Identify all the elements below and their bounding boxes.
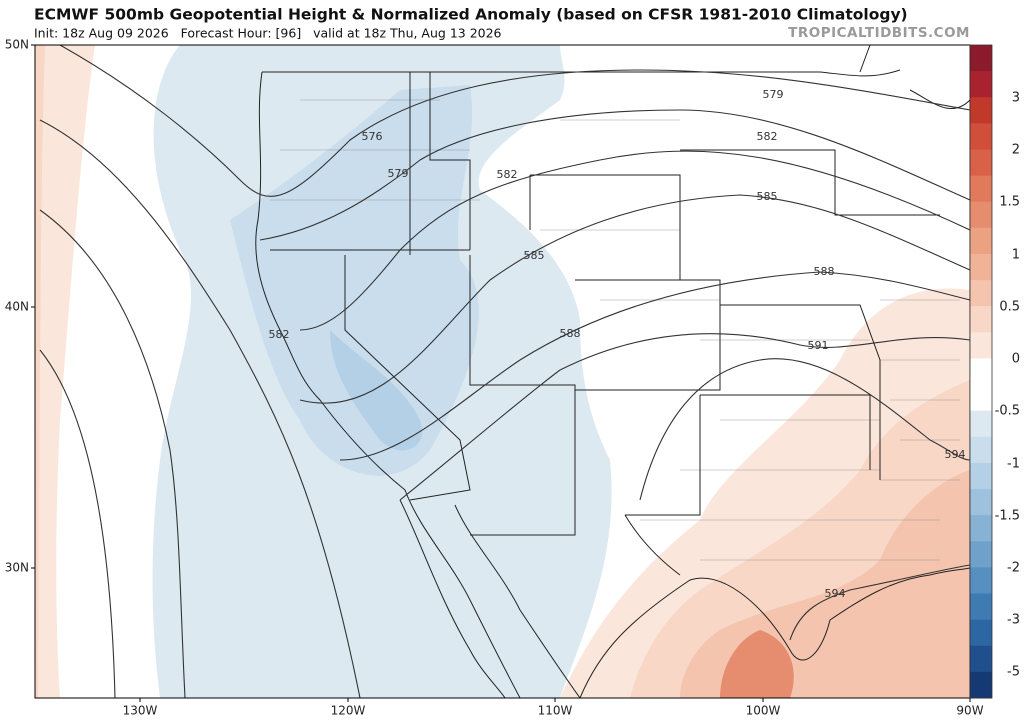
contour-label: 582: [757, 130, 778, 143]
anomaly-positive: [35, 45, 95, 698]
contour-label: 585: [757, 190, 778, 203]
colorbar-swatch: [970, 71, 992, 98]
anomaly-positive: [35, 45, 45, 698]
colorbar-label: 2: [1012, 143, 1020, 158]
colorbar-swatch: [970, 489, 992, 516]
contour-label: 588: [560, 327, 581, 340]
contour-label: 579: [388, 167, 409, 180]
watermark: TROPICALTIDBITS.COM: [788, 25, 970, 41]
colorbar-swatch: [970, 593, 992, 621]
colorbar-swatch: [970, 645, 992, 673]
colorbar-swatch: [970, 175, 992, 203]
colorbar-label: -0.5: [995, 404, 1020, 419]
title: ECMWF 500mb Geopotential Height & Normal…: [34, 6, 908, 24]
plot-area: 576 579 579 582 582 582 585 585 588 588 …: [34, 44, 971, 699]
colorbar-swatch: [970, 515, 992, 542]
colorbar-swatch: [970, 619, 992, 647]
colorbar-swatch: [970, 358, 992, 386]
lon-label: 130W: [123, 704, 158, 718]
contour-label: 594: [945, 448, 966, 461]
lat-label: 40N: [5, 300, 29, 314]
colorbar-swatch: [970, 123, 992, 150]
colorbar-swatch: [970, 671, 992, 699]
lat-label: 50N: [5, 38, 29, 52]
colorbar-label: 0: [1012, 352, 1020, 367]
colorbar-label: 0.5: [999, 300, 1020, 315]
anomaly-positive: [720, 630, 794, 698]
colorbar-swatch: [970, 149, 992, 177]
colorbar-label: -2: [1007, 561, 1020, 576]
colorbar-swatch: [970, 306, 992, 333]
colorbar-label: 1: [1012, 248, 1020, 263]
anomaly-negative: [330, 330, 422, 451]
anomaly-negative: [230, 85, 479, 476]
colorbar-swatch: [970, 462, 992, 490]
contour-label: 579: [763, 88, 784, 101]
colorbar-swatch: [970, 280, 992, 307]
colorbar-label: -1.5: [995, 509, 1020, 524]
colorbar-label: -5: [1007, 665, 1020, 680]
contour-label: 582: [497, 168, 518, 181]
height-contours: [39, 45, 970, 698]
colorbar-swatch: [970, 567, 992, 595]
colorbar-swatch: [970, 45, 992, 72]
colorbar-frame: [969, 44, 993, 699]
colorbar-swatch: [970, 332, 992, 359]
subtitle: Init: 18z Aug 09 2026 Forecast Hour: [96…: [34, 26, 502, 41]
colorbar-swatch: [970, 253, 992, 281]
contour-label: 582: [269, 328, 290, 341]
contour-labels: 576 579 579 582 582 582 585 585 588 588 …: [269, 88, 966, 600]
lat-label: 30N: [5, 561, 29, 575]
colorbar-swatch: [970, 97, 992, 124]
lon-label: 90W: [956, 704, 983, 718]
contour-label: 576: [362, 130, 383, 143]
colorbar-swatch: [970, 384, 992, 412]
colorbar-swatch: [970, 436, 992, 464]
contour-label: 588: [814, 265, 835, 278]
contour-label: 585: [524, 249, 545, 262]
lon-label: 100W: [746, 704, 781, 718]
contour-label: 591: [808, 339, 829, 352]
contour-label: 594: [825, 587, 846, 600]
borders: [255, 45, 970, 698]
colorbar-label: 1.5: [999, 195, 1020, 210]
lon-label: 120W: [331, 704, 366, 718]
lon-label: 110W: [538, 704, 573, 718]
colorbar-swatch: [970, 201, 992, 229]
colorbar-swatch: [970, 410, 992, 438]
colorbar-swatch: [970, 541, 992, 568]
colorbar-label: -3: [1007, 613, 1020, 628]
colorbar-label: -1: [1007, 457, 1020, 472]
colorbar-swatch: [970, 227, 992, 255]
colorbar-label: 3: [1012, 91, 1020, 106]
